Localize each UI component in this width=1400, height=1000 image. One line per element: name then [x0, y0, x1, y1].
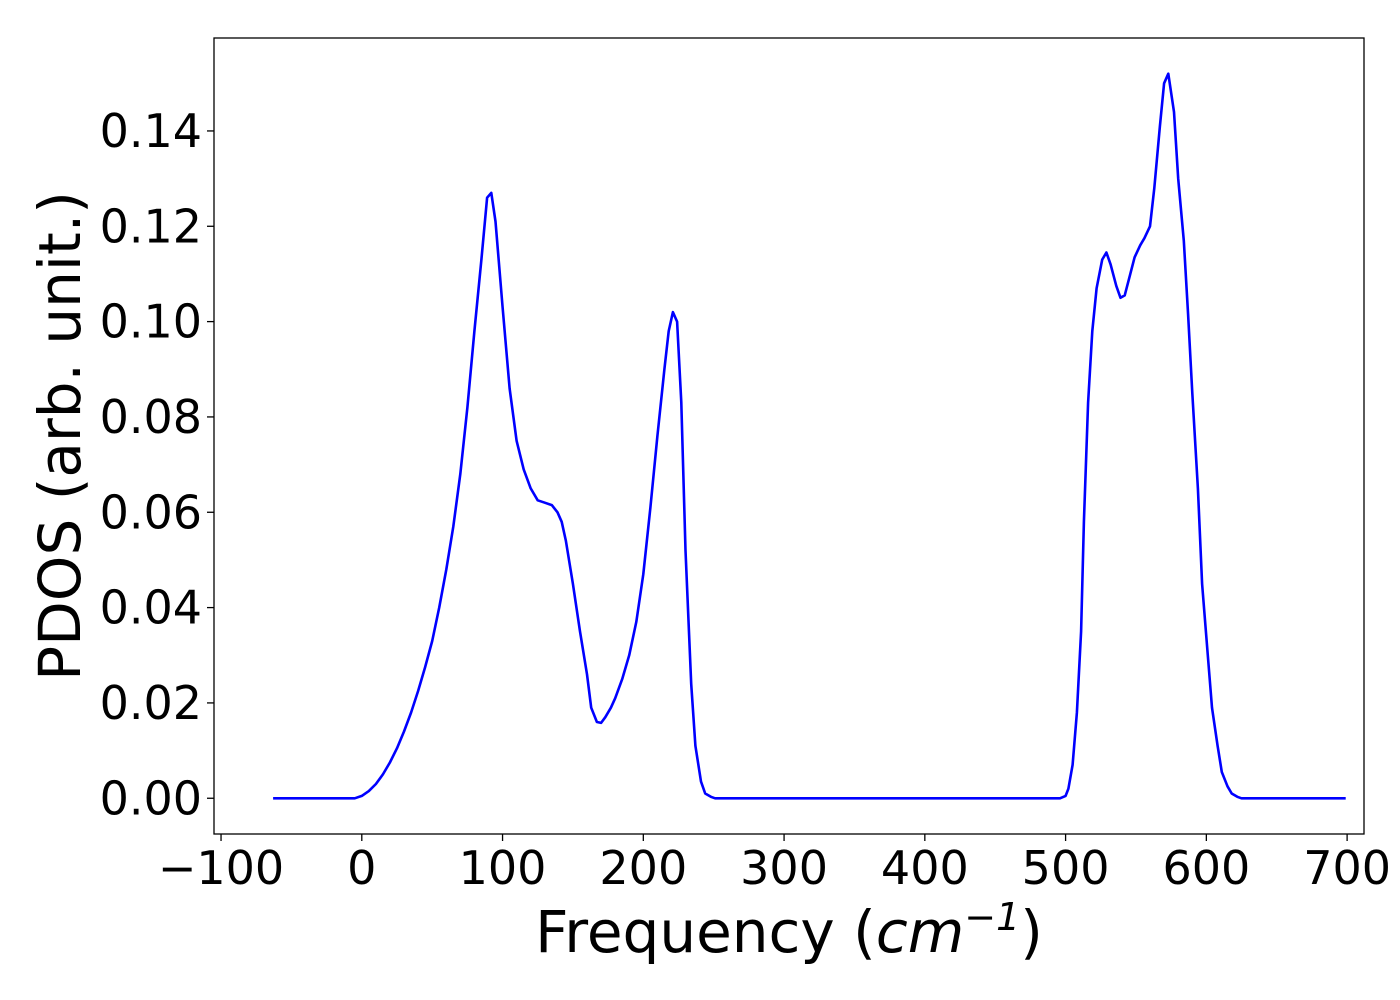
y-tick-label: 0.00 — [100, 771, 202, 825]
x-axis-label-unit: cm — [876, 898, 964, 966]
x-axis-label-prefix: Frequency ( — [535, 898, 876, 966]
y-tick-label: 0.04 — [100, 581, 202, 635]
y-tick-label: 0.06 — [100, 485, 202, 539]
x-tick-label: 0 — [347, 841, 376, 895]
y-tick-label: 0.08 — [100, 390, 202, 444]
y-axis-ticks: 0.00 0.02 0.04 0.06 0.08 0.10 0.12 0.14 — [100, 104, 214, 825]
x-tick-label: 700 — [1303, 841, 1391, 895]
x-axis-label-exponent: −1 — [964, 895, 1020, 939]
y-tick-label: 0.02 — [100, 676, 202, 730]
x-tick-label: 400 — [881, 841, 969, 895]
y-tick-label: 0.12 — [100, 199, 202, 253]
x-axis-ticks: −100 0 100 200 300 400 500 600 700 — [158, 834, 1391, 895]
y-tick-label: 0.14 — [100, 104, 202, 158]
x-tick-label: 100 — [459, 841, 547, 895]
x-tick-label: −100 — [158, 841, 284, 895]
x-tick-label: 300 — [740, 841, 828, 895]
x-axis-label: Frequency (cm−1) — [535, 895, 1043, 966]
x-tick-label: 200 — [599, 841, 687, 895]
x-axis-label-suffix: ) — [1020, 898, 1043, 966]
pdos-series-line — [273, 72, 1346, 800]
x-tick-label: 600 — [1162, 841, 1250, 895]
plot-frame — [213, 37, 1365, 835]
y-axis-label: PDOS (arb. unit.) — [26, 191, 94, 681]
x-tick-label: 500 — [1022, 841, 1110, 895]
y-tick-label: 0.10 — [100, 295, 202, 349]
